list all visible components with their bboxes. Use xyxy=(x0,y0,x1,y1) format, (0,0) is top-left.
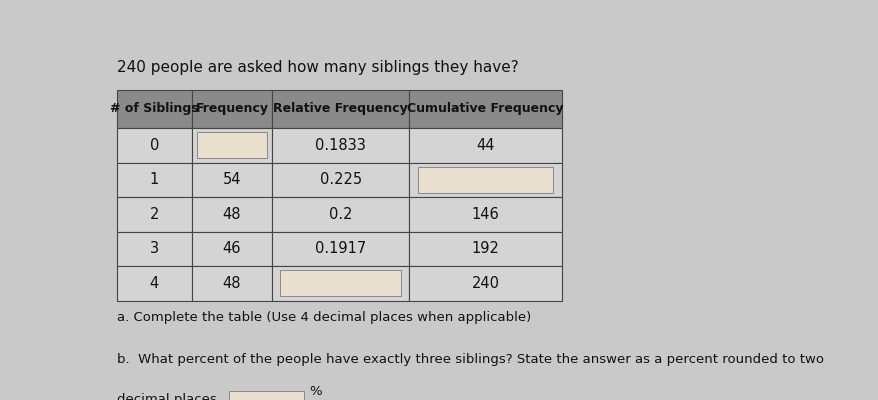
Bar xyxy=(271,232,409,266)
Bar xyxy=(191,266,271,300)
Bar xyxy=(418,167,552,193)
Bar xyxy=(191,162,271,197)
Bar xyxy=(409,232,561,266)
Bar xyxy=(117,266,191,300)
Bar xyxy=(197,132,267,158)
Bar xyxy=(409,197,561,232)
Text: Cumulative Frequency: Cumulative Frequency xyxy=(407,102,563,115)
Text: 0.225: 0.225 xyxy=(320,172,361,187)
Bar xyxy=(229,392,304,400)
Text: 3: 3 xyxy=(149,241,159,256)
Bar xyxy=(117,232,191,266)
Text: 44: 44 xyxy=(476,138,494,153)
Bar xyxy=(117,197,191,232)
Text: # of Siblings: # of Siblings xyxy=(110,102,198,115)
Text: 240 people are asked how many siblings they have?: 240 people are asked how many siblings t… xyxy=(117,60,518,75)
Bar xyxy=(191,90,271,128)
Bar xyxy=(280,270,400,296)
Text: 0: 0 xyxy=(149,138,159,153)
Text: 48: 48 xyxy=(222,276,241,291)
Text: b.  What percent of the people have exactly three siblings? State the answer as : b. What percent of the people have exact… xyxy=(117,353,823,366)
Bar xyxy=(409,266,561,300)
Text: 146: 146 xyxy=(471,207,499,222)
Bar xyxy=(271,162,409,197)
Bar xyxy=(409,128,561,162)
Bar xyxy=(271,128,409,162)
Text: 0.1917: 0.1917 xyxy=(314,241,366,256)
Text: a. Complete the table (Use 4 decimal places when applicable): a. Complete the table (Use 4 decimal pla… xyxy=(117,311,530,324)
Text: 0.1833: 0.1833 xyxy=(315,138,365,153)
Text: 48: 48 xyxy=(222,207,241,222)
Text: 46: 46 xyxy=(222,241,241,256)
Bar xyxy=(271,90,409,128)
Text: Frequency: Frequency xyxy=(195,102,268,115)
Text: 54: 54 xyxy=(222,172,241,187)
Bar xyxy=(117,90,191,128)
Text: 1: 1 xyxy=(149,172,159,187)
Bar xyxy=(117,162,191,197)
Text: decimal places.: decimal places. xyxy=(117,393,220,400)
Bar xyxy=(409,162,561,197)
Text: 0.2: 0.2 xyxy=(328,207,352,222)
Bar xyxy=(117,128,191,162)
Bar xyxy=(271,197,409,232)
Text: 192: 192 xyxy=(471,241,499,256)
Bar xyxy=(191,128,271,162)
Text: 240: 240 xyxy=(471,276,499,291)
Text: Relative Frequency: Relative Frequency xyxy=(273,102,407,115)
Bar xyxy=(191,197,271,232)
Bar xyxy=(191,232,271,266)
Text: 2: 2 xyxy=(149,207,159,222)
Bar xyxy=(271,266,409,300)
Text: %: % xyxy=(309,385,321,398)
Text: 4: 4 xyxy=(149,276,159,291)
Bar xyxy=(409,90,561,128)
